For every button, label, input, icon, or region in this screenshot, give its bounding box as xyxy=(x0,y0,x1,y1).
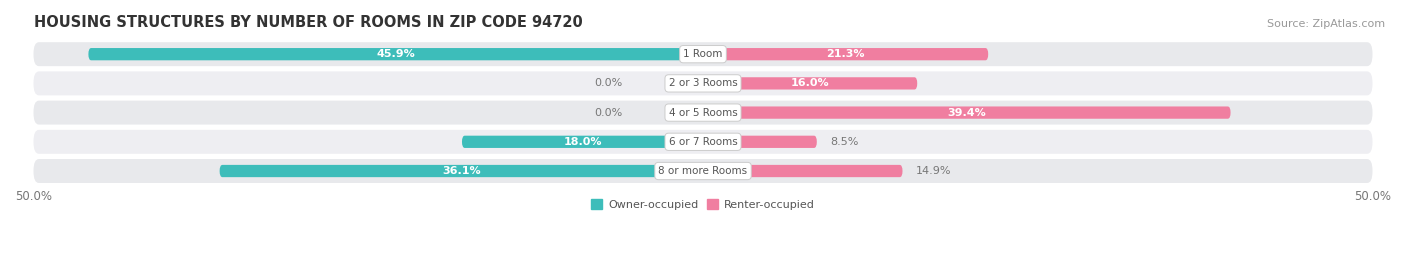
Text: 36.1%: 36.1% xyxy=(441,166,481,176)
Text: 0.0%: 0.0% xyxy=(595,108,623,118)
FancyBboxPatch shape xyxy=(34,42,1372,66)
FancyBboxPatch shape xyxy=(34,159,1372,183)
FancyBboxPatch shape xyxy=(703,136,817,148)
Text: 16.0%: 16.0% xyxy=(790,78,830,89)
FancyBboxPatch shape xyxy=(703,48,988,60)
Text: 2 or 3 Rooms: 2 or 3 Rooms xyxy=(669,78,737,89)
Text: 0.0%: 0.0% xyxy=(595,78,623,89)
Text: 1 Room: 1 Room xyxy=(683,49,723,59)
Text: 8 or more Rooms: 8 or more Rooms xyxy=(658,166,748,176)
Text: 6 or 7 Rooms: 6 or 7 Rooms xyxy=(669,137,737,147)
Text: Source: ZipAtlas.com: Source: ZipAtlas.com xyxy=(1267,19,1385,29)
FancyBboxPatch shape xyxy=(34,101,1372,125)
Text: HOUSING STRUCTURES BY NUMBER OF ROOMS IN ZIP CODE 94720: HOUSING STRUCTURES BY NUMBER OF ROOMS IN… xyxy=(34,15,582,30)
FancyBboxPatch shape xyxy=(89,48,703,60)
Text: 4 or 5 Rooms: 4 or 5 Rooms xyxy=(669,108,737,118)
Text: 14.9%: 14.9% xyxy=(915,166,952,176)
Text: 21.3%: 21.3% xyxy=(827,49,865,59)
FancyBboxPatch shape xyxy=(703,77,917,90)
FancyBboxPatch shape xyxy=(34,130,1372,154)
FancyBboxPatch shape xyxy=(463,136,703,148)
Text: 18.0%: 18.0% xyxy=(564,137,602,147)
FancyBboxPatch shape xyxy=(34,71,1372,95)
FancyBboxPatch shape xyxy=(703,165,903,177)
Text: 8.5%: 8.5% xyxy=(830,137,859,147)
Text: 39.4%: 39.4% xyxy=(948,108,986,118)
FancyBboxPatch shape xyxy=(703,107,1230,119)
FancyBboxPatch shape xyxy=(219,165,703,177)
Legend: Owner-occupied, Renter-occupied: Owner-occupied, Renter-occupied xyxy=(586,195,820,214)
Text: 45.9%: 45.9% xyxy=(377,49,415,59)
